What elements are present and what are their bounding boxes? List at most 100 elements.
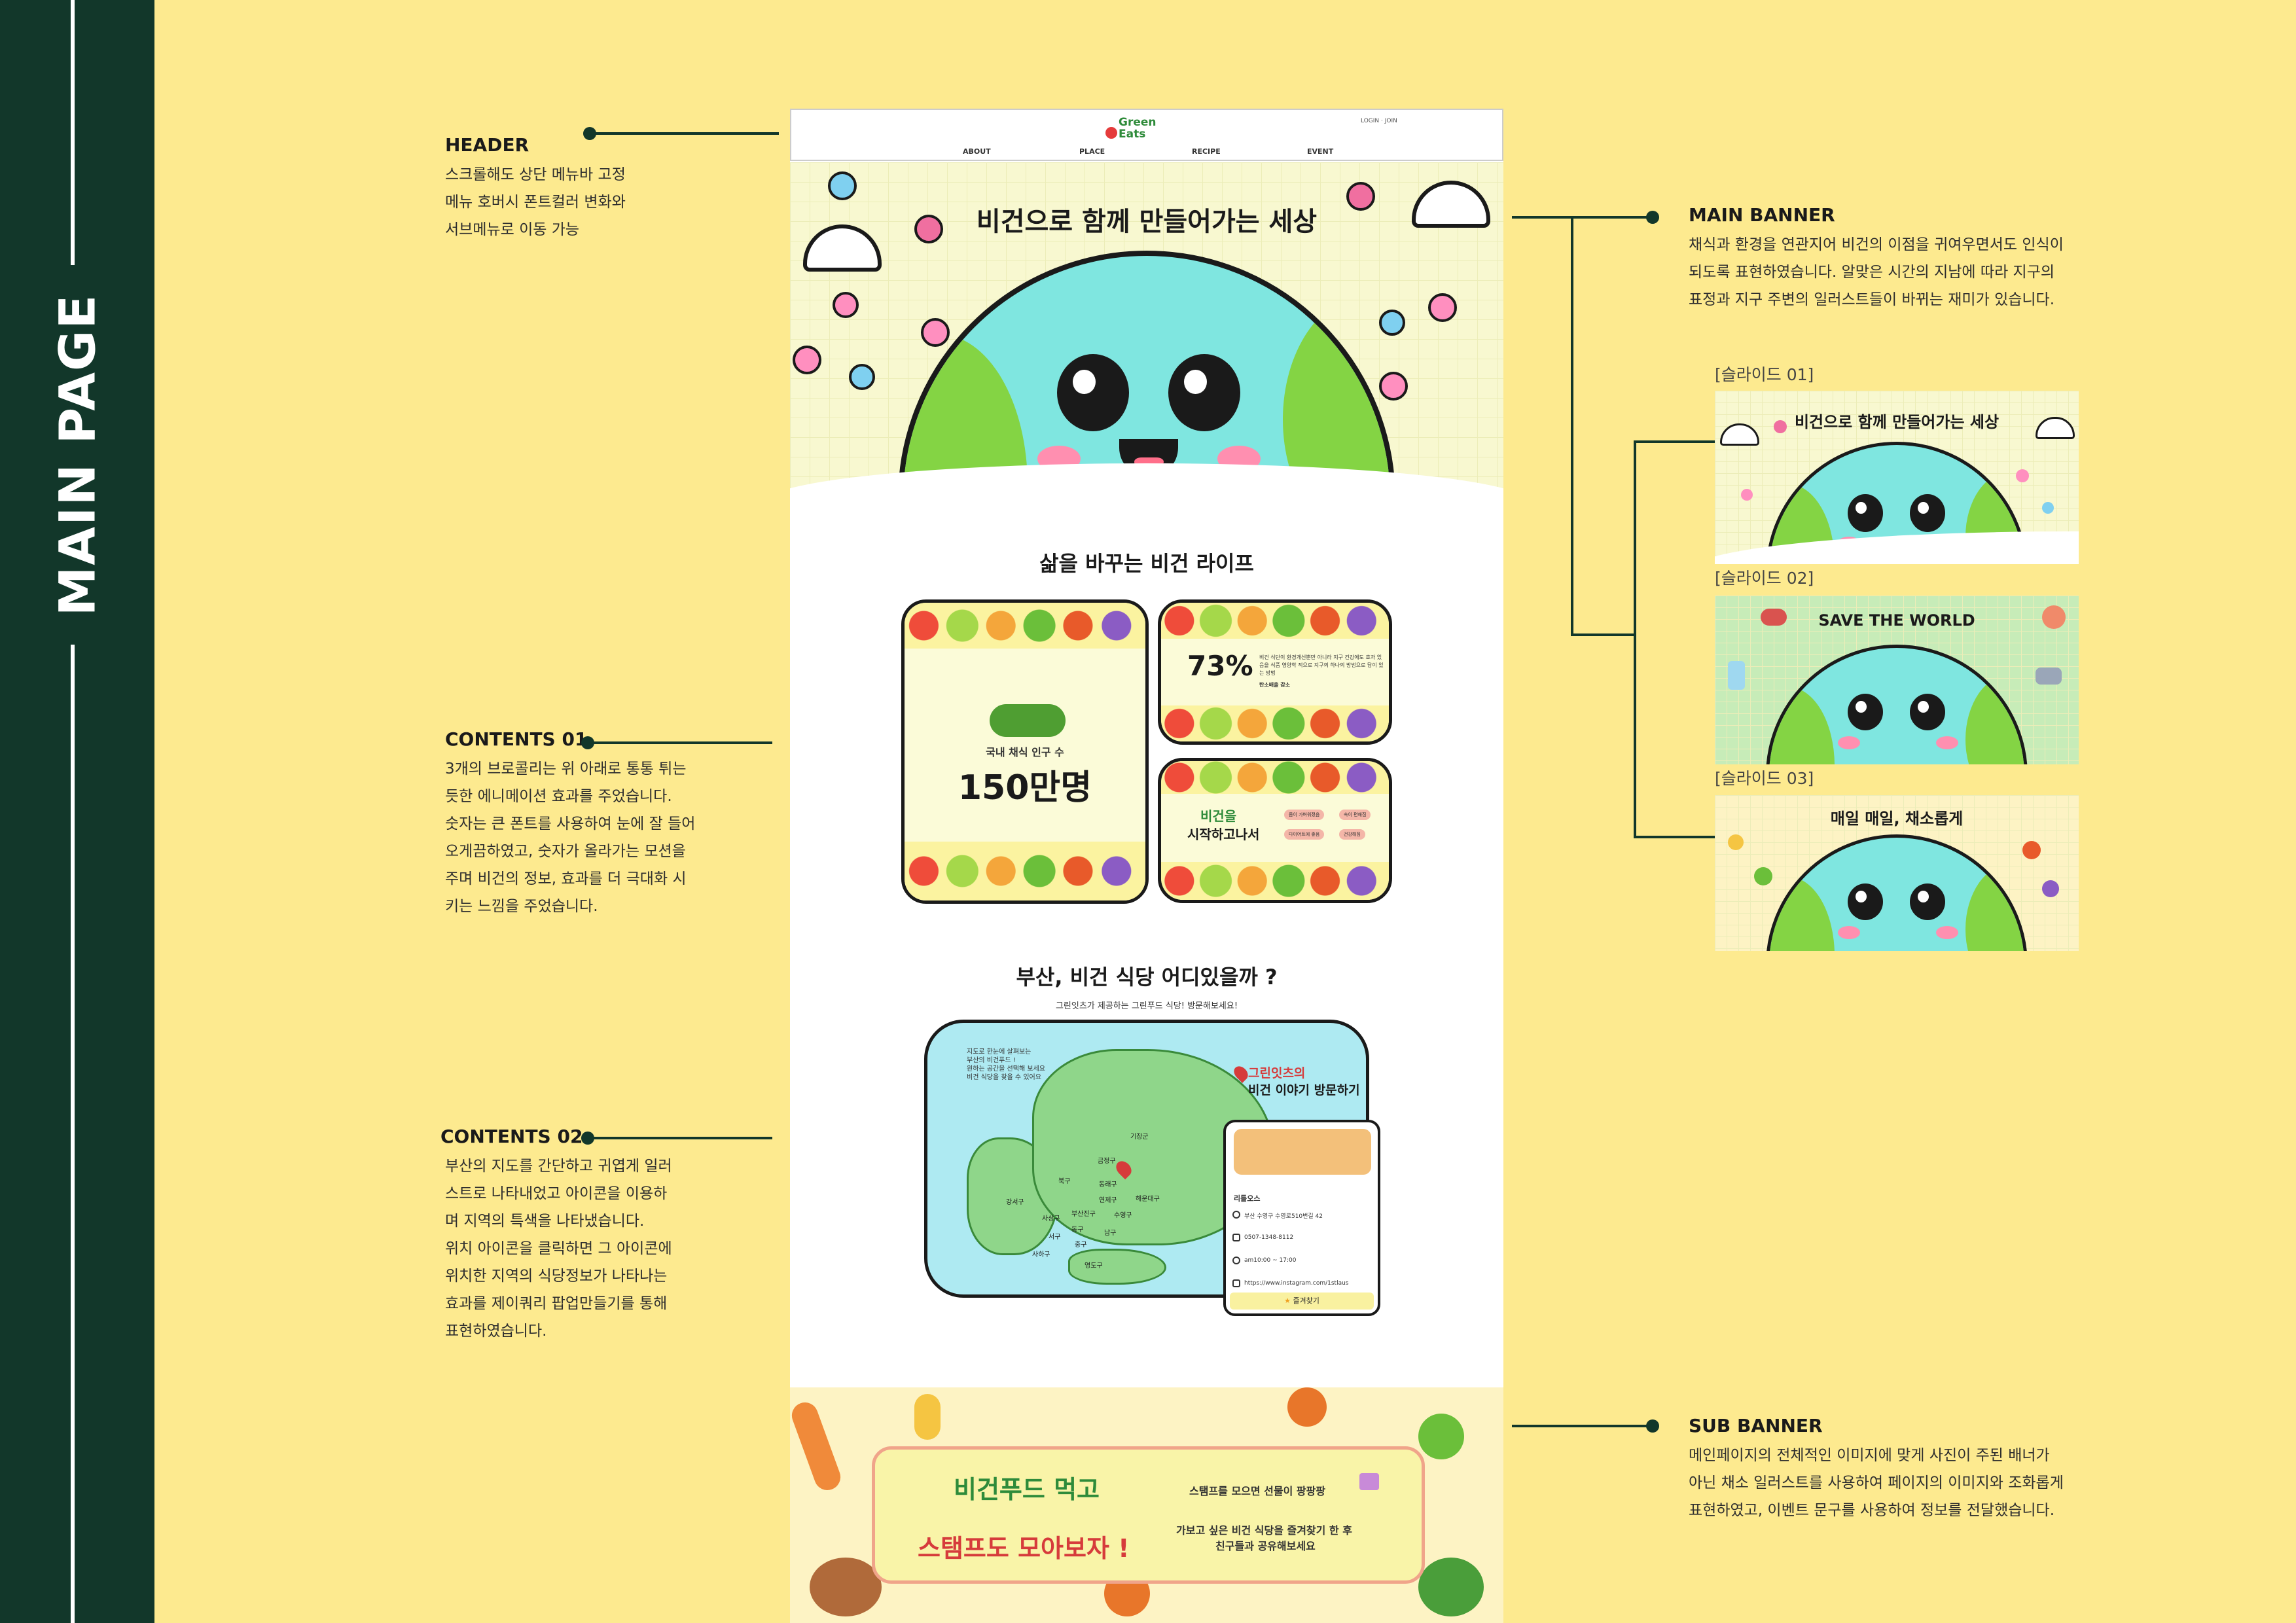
cutting-board-icon	[810, 1558, 882, 1616]
desc-line: 숫자는 큰 폰트를 사용하여 눈에 잘 들어	[445, 815, 696, 832]
map-intro: 지도로 한눈에 살펴보는 부산의 비건푸드 ! 원하는 공간을 선택해 보세요 …	[967, 1048, 1045, 1082]
flower-icon	[833, 292, 859, 318]
desc-line: 채식과 환경을 연관지어 비건의 이점을 귀여우면서도 인식이	[1689, 236, 2064, 253]
land	[1769, 687, 1835, 764]
favorite-button-label: 즐겨찾기	[1293, 1296, 1319, 1305]
map-callout: 비건 이야기 방문하기	[1248, 1083, 1360, 1097]
desc-line: 표정과 지구 주변의 일러스트들이 바뀌는 재미가 있습니다.	[1689, 291, 2055, 308]
lettuce-icon	[1418, 1558, 1484, 1616]
annotation-title: CONTENTS 02	[440, 1126, 583, 1147]
flower-icon	[1774, 420, 1787, 433]
broccoli-icon	[990, 704, 1066, 737]
event-text: 가보고 싶은 비건 식당을 즐겨찾기 한 후	[1176, 1524, 1352, 1537]
benefit-chip: 건강해짐	[1339, 829, 1365, 840]
flower-icon	[2042, 502, 2054, 514]
connector-line	[1634, 440, 1636, 837]
slide-thumbnail-2[interactable]: SAVE THE WORLD	[1715, 596, 2079, 764]
district-label[interactable]: 남구	[1104, 1230, 1117, 1237]
connector-line	[589, 132, 779, 135]
sidebar-title: MAIN PAGE	[48, 293, 107, 616]
connector-line	[1571, 216, 1573, 635]
carrot-icon	[2022, 841, 2041, 859]
district-label[interactable]: 사상구	[1042, 1215, 1060, 1222]
district-label[interactable]: 사하구	[1032, 1251, 1050, 1258]
district-label[interactable]: 중구	[1075, 1241, 1087, 1249]
eggplant-icon	[2042, 880, 2059, 897]
star-icon	[1728, 834, 1744, 850]
district-label[interactable]: 영도구	[1085, 1262, 1103, 1270]
slide-label: [슬라이드 01]	[1715, 365, 1814, 384]
vegetable-row	[1161, 603, 1389, 639]
connector-dot	[1646, 1419, 1659, 1433]
restaurant-name: 리틀오스	[1234, 1194, 1261, 1203]
connector-dot	[1646, 211, 1659, 224]
district-label[interactable]: 부산진구	[1071, 1211, 1096, 1218]
desc-line: 서브메뉴로 이동 가능	[445, 221, 580, 238]
favorite-button[interactable]: ★ 즐겨찾기	[1230, 1293, 1374, 1310]
annotation-title: MAIN BANNER	[1689, 204, 1835, 226]
card-label: 국내 채식 인구 수	[986, 746, 1064, 758]
section2-title: 부산, 비건 식당 어디있을까 ?	[1016, 965, 1278, 990]
desc-line: 부산의 지도를 간단하고 귀엽게 일러	[445, 1158, 672, 1175]
district-label[interactable]: 연제구	[1099, 1197, 1117, 1204]
desc-line: 위치한 지역의 식당정보가 나타나는	[445, 1268, 668, 1285]
district-label[interactable]: 금정구	[1098, 1158, 1116, 1165]
district-label[interactable]: 서구	[1049, 1234, 1061, 1241]
annotation-main-banner: MAIN BANNER 채식과 환경을 연관지어 비건의 이점을 귀여우면서도 …	[1689, 204, 2064, 313]
desc-line: 듯한 에니메이션 효과를 주었습니다.	[445, 788, 672, 805]
district-label[interactable]: 기장군	[1130, 1133, 1149, 1141]
card-value: 73%	[1187, 650, 1253, 682]
cloud-icon	[2036, 417, 2075, 439]
can-icon	[2036, 668, 2062, 685]
connector-line	[1571, 633, 1636, 636]
annotation-title: HEADER	[445, 134, 529, 156]
flower-icon	[828, 171, 857, 200]
slide-label: [슬라이드 03]	[1715, 769, 1814, 788]
land	[1769, 877, 1835, 951]
slide-title: 비건으로 함께 만들어가는 세상	[1794, 413, 2000, 431]
slide-title: SAVE THE WORLD	[1818, 611, 1975, 630]
eye	[1057, 354, 1129, 431]
district-label[interactable]: 강서구	[1006, 1199, 1024, 1206]
flower-icon	[1741, 489, 1753, 501]
annotation-desc: 메인페이지의 전체적인 이미지에 맞게 사진이 주된 배너가 아닌 채소 일러스…	[1689, 1442, 2064, 1524]
corn-icon	[914, 1394, 941, 1440]
benefit-chip: 속이 편해짐	[1339, 810, 1371, 820]
vegetable-row	[1161, 761, 1389, 794]
map-callout: 그린잇츠의	[1248, 1066, 1306, 1080]
nav-recipe[interactable]: RECIPE	[1192, 147, 1221, 156]
event-headline: 비건푸드 먹고	[954, 1475, 1100, 1504]
desc-line: 스크롤해도 상단 메뉴바 고정	[445, 166, 626, 183]
district-label[interactable]: 해운대구	[1136, 1196, 1160, 1203]
district-label[interactable]: 동구	[1071, 1226, 1084, 1234]
stamp-event-card[interactable]: 비건푸드 먹고 스탬프도 모아보자 ! 스탬프를 모으면 선물이 팡팡팡 가보고…	[872, 1446, 1425, 1584]
stat-card-population: 국내 채식 인구 수 150만명	[901, 599, 1149, 904]
flower-icon	[793, 346, 821, 374]
nav-about[interactable]: ABOUT	[963, 147, 991, 156]
eye	[1848, 883, 1883, 920]
fish-icon	[2042, 605, 2066, 629]
district-label[interactable]: 북구	[1058, 1178, 1071, 1185]
slide-label: [슬라이드 02]	[1715, 569, 1814, 588]
cheek	[1838, 736, 1860, 749]
restaurant-instagram[interactable]: https://www.instagram.com/1stlaus	[1244, 1280, 1349, 1287]
slide-thumbnail-3[interactable]: 매일 매일, 채소롭게	[1715, 795, 2079, 951]
sub-banner: 비건푸드 먹고 스탬프도 모아보자 ! 스탬프를 모으면 선물이 팡팡팡 가보고…	[790, 1387, 1503, 1623]
login-join-link[interactable]: LOGIN · JOIN	[1361, 118, 1397, 124]
benefit-chip: 몸이 가벼워졌음	[1284, 810, 1325, 820]
district-label[interactable]: 동래구	[1099, 1181, 1117, 1188]
eye	[1848, 694, 1883, 730]
stat-card-benefits: 비건을 시작하고나서 몸이 가벼워졌음 속이 편해짐 다이어트에 좋음 건강해짐	[1158, 758, 1392, 903]
connector-line	[588, 741, 772, 744]
nav-event[interactable]: EVENT	[1307, 147, 1334, 156]
onion-icon	[1287, 1387, 1327, 1427]
slide-title: 매일 매일, 채소롭게	[1830, 810, 1964, 828]
slide-thumbnail-1[interactable]: 비건으로 함께 만들어가는 세상	[1715, 391, 2079, 564]
main-page-mockup: Green Eats LOGIN · JOIN ABOUT PLACE RECI…	[790, 109, 1503, 1623]
cloud-wave	[790, 463, 1503, 503]
district-label[interactable]: 수영구	[1114, 1212, 1132, 1219]
desc-line: 메인페이지의 전체적인 이미지에 맞게 사진이 주된 배너가	[1689, 1447, 2050, 1464]
logo[interactable]: Green Eats	[1105, 116, 1158, 140]
nav-place[interactable]: PLACE	[1079, 147, 1105, 156]
desc-line: 아닌 채소 일러스트를 사용하여 페이지의 이미지와 조화롭게	[1689, 1474, 2064, 1491]
